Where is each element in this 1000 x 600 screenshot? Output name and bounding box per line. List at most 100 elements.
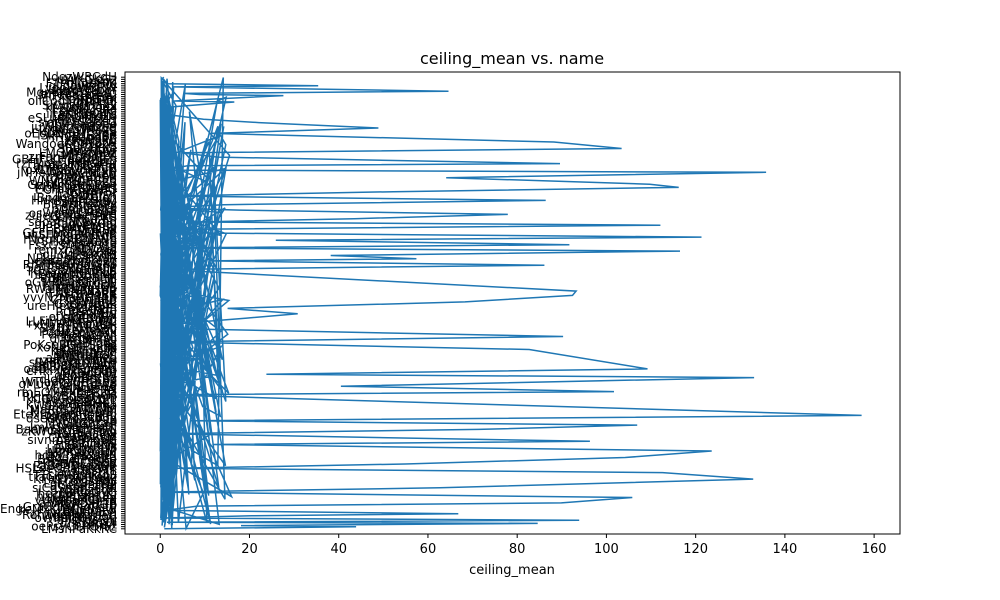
y-tick-label: hmhhtsiotI: [53, 509, 117, 523]
y-tick-label: lxPoMziW: [61, 135, 118, 149]
y-tick-label: EhsLaoxT: [60, 515, 118, 529]
y-tick-label: RhnBErHdoWPo: [23, 258, 117, 272]
y-tick-label: GxerWgBk: [54, 297, 117, 311]
y-tick-label: FNFBRaoPK: [48, 286, 118, 300]
y-tick-label: ooIoWSr: [67, 185, 117, 199]
y-category-label-low-1: Engl: [0, 502, 26, 516]
x-tick-label: 20: [241, 542, 258, 557]
y-tick-label: SgGSoMoymSP: [26, 260, 117, 274]
y-tick-label: tFvzyFlIBTkT: [41, 394, 117, 408]
y-tick-label: RklmCudaxFnm: [22, 390, 117, 404]
y-tick-label: oeBkxvlzsgeWo: [24, 362, 118, 376]
y-ticks: [121, 76, 125, 530]
y-tick-label: KuvsxoiM: [61, 342, 117, 356]
y-tick-label: aRyeyECdi: [53, 204, 117, 218]
y-tick-label: hEouxjtNdSlLa: [30, 267, 117, 281]
y-tick-label: zKGBmEjIkgB: [36, 457, 117, 471]
y-tick-label: nNSaToyTdL: [44, 278, 117, 292]
y-tick-label: hezLonIxPhKi: [38, 487, 117, 501]
series-line-dense: [159, 75, 234, 532]
y-tick-label: LLFiElotMuHMC: [26, 314, 117, 328]
y-tick-label: MPvTHzK: [62, 148, 118, 162]
y-tick-label: dloFavmSrSo: [39, 373, 117, 387]
x-tick-label: 140: [772, 542, 797, 557]
chart-title: ceiling_mean vs. name: [420, 49, 604, 69]
y-tick-label: GBHFtKHeoGmLh: [12, 152, 117, 166]
y-tick-label: BTuBKryWEN: [39, 360, 117, 374]
y-tick-label: aooaMaaRa: [47, 451, 117, 465]
y-tick-label: erisaexzareze: [34, 254, 117, 268]
y-tick-label: BytHHLzM: [56, 347, 117, 361]
y-tick-label: dseeMvolxuKTo: [26, 412, 117, 426]
y-tick-label: vevNCzSoy: [50, 455, 117, 469]
y-tick-label: rmEGMBxBeCzIa: [17, 386, 117, 400]
y-tick-label: maBauNtFGal: [34, 217, 117, 231]
y-tick-label: TTLkMnmiddS: [32, 468, 117, 482]
y-tick-label: EeFauLuI: [64, 329, 117, 343]
y-tick-label: oxLTdzsvdxPyN: [25, 163, 117, 177]
y-tick-label: TSTIxPKekaae: [32, 234, 117, 248]
x-tick-label: 0: [156, 542, 164, 557]
y-tick-label: FTPouiteHlK: [46, 77, 119, 91]
y-tick-label: jNHeWxdoCuLxE: [16, 165, 117, 179]
y-tick-label: FsxGSrdSrPyth: [28, 239, 117, 253]
y-tick-label: zKWGyCHTnsag: [21, 425, 117, 439]
y-tick-label: PtlFuhiC: [69, 295, 117, 309]
y-tick-label: eSLunPvrMuzH: [28, 111, 117, 125]
y-tick-label: hFrvCIin: [68, 213, 117, 227]
y-tick-label: siCgSnmGTRK: [32, 481, 118, 495]
y-tick-label: tTaGgvxutkouz: [28, 470, 117, 484]
y-tick-label: rNduKkkBnEWn: [23, 232, 117, 246]
y-tick-label: KouBoaPIk: [54, 427, 117, 441]
y-tick-label: dtTsiPW: [71, 474, 117, 488]
y-tick-label: LBxRuIazHF: [46, 442, 117, 456]
y-tick-label: CvLPtrIPs: [61, 384, 117, 398]
y-tick-label: TuvLxiuvr: [59, 144, 117, 158]
y-tick-label: kMCdMzoex: [45, 100, 117, 114]
y-tick-label: aGesnParei: [50, 479, 117, 493]
y-tick-labels: LMshPaKkRCoePsyGLPGrFzhzlRLytEhsLaoxTaFs…: [12, 70, 118, 536]
y-tick-label: NdezWRCdH: [42, 70, 117, 84]
y-tick-label: HHyaagdER: [46, 131, 117, 145]
x-tick-label: 80: [509, 542, 526, 557]
y-tick-label: oEoLdRorlTzma: [24, 126, 117, 140]
y-tick-label: SEdGBBIe: [57, 141, 117, 155]
y-tick-label: PoKseBGmSuke: [23, 338, 117, 352]
y-tick-label: MtdkoNtTn: [52, 273, 117, 287]
y-tick-label: rzHkmmPKdGPsr: [16, 157, 117, 171]
y-tick-label: yvyNzNuRTMhB: [23, 291, 117, 305]
y-tick-label: CCNeozKi: [59, 105, 117, 119]
y-tick-label: xLMiCRmu: [54, 170, 118, 184]
y-tick-label: oNFMdFBF: [54, 224, 117, 238]
y-tick-label: EtextogaWHoMm: [13, 407, 117, 421]
y-tick-label: SkrdHeiM: [60, 263, 117, 277]
y-tick-label: emvgrTle: [60, 237, 117, 251]
y-tick-label: BsMaetPddFa: [37, 453, 117, 467]
y-tick-label: gGlPRHIHua: [45, 396, 117, 410]
y-tick-label: SMeHsFoC: [54, 349, 117, 363]
y-tick-label: ToltBGnK: [63, 92, 119, 106]
y-tick-label: iezsddFzLt: [54, 113, 117, 127]
y-tick-label: KTssrTT: [73, 463, 118, 477]
y-tick-label: IsiRCnWSokS: [39, 124, 117, 138]
y-category-label-low-2: Rehagendel: [22, 508, 93, 522]
y-tick-label: dsBEvss: [68, 435, 117, 449]
y-tick-label: gLgaveajyv: [48, 79, 117, 93]
y-tick-label: eHkFjKHIsPEBh: [26, 364, 117, 378]
y-tick-label: PCtBIFn: [70, 189, 117, 203]
y-tick-label: ulvEmRo: [65, 219, 117, 233]
y-tick-label: ClFPhPj: [73, 96, 117, 110]
y-tick-label: KWozameRMko: [26, 399, 117, 413]
y-tick-label: kCGoCouxiyojP: [26, 392, 117, 406]
y-tick-label: NPkzPmGFznlR: [27, 252, 117, 266]
y-tick-label: WTladgzBRLsoe: [21, 375, 117, 389]
y-tick-label: LgdRMgoPg: [47, 492, 117, 506]
y-tick-label: oePsyGLPGrFz: [31, 520, 117, 534]
y-tick-label: eeNPtttgR: [56, 284, 117, 298]
y-tick-label: vtNaKaelCrSh: [35, 494, 117, 508]
y-tick-label: PeMleKoMWI: [41, 327, 117, 341]
y-tick-label: TWCxoGB: [57, 498, 117, 512]
y-tick-label: CnPxlagoho: [46, 118, 117, 132]
x-axis-label: ceiling_mean: [469, 563, 555, 578]
y-tick-label: LgMnWnrMij: [43, 476, 117, 490]
